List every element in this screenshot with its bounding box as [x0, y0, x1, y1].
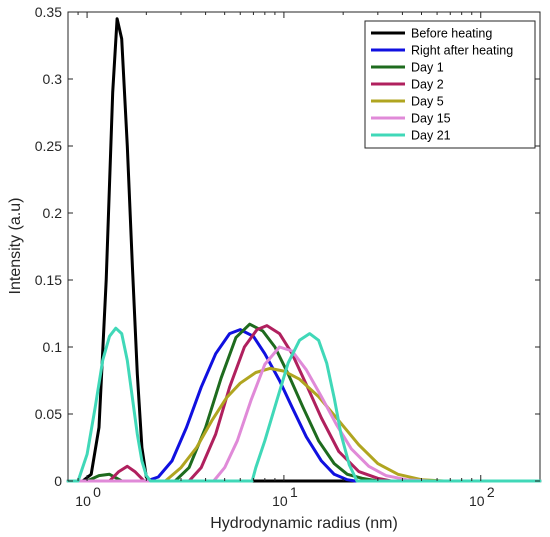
series-line-7	[66, 326, 542, 483]
y-tick-label: 0.05	[35, 406, 62, 422]
x-tick-label: 10	[75, 493, 91, 509]
y-tick-label: 0.15	[35, 272, 62, 288]
y-tick-label: 0.2	[43, 205, 63, 221]
legend-label-5: Day 5	[411, 95, 444, 109]
legend-label-7: Day 21	[411, 129, 451, 143]
legend-label-3: Day 1	[411, 61, 444, 75]
y-tick-label: 0	[54, 473, 62, 489]
x-tick-label: 10	[272, 493, 288, 509]
y-tick-label: 0.25	[35, 138, 62, 154]
series-layer	[66, 17, 542, 483]
legend: Before heating Right after heating Day 1 Da…	[364, 20, 536, 149]
series-line-6	[66, 345, 542, 483]
legend-label-6: Day 15	[411, 112, 451, 126]
y-axis-title: Intensity (a.u)	[7, 198, 24, 295]
x-axis-title: Hydrodynamic radius (nm)	[210, 515, 398, 532]
y-tick-label: 0.1	[43, 339, 63, 355]
y-tick-label: 0.35	[35, 4, 62, 20]
legend-label-4: Day 2	[411, 78, 444, 92]
x-tick-exponent: 2	[487, 484, 495, 500]
legend-label-2: Right after heating	[411, 44, 513, 58]
x-tick-label: 10	[469, 493, 485, 509]
legend-label-1: Before heating	[411, 27, 492, 41]
y-tick-label: 0.3	[43, 71, 63, 87]
series-line-5	[66, 366, 542, 483]
x-tick-exponent: 1	[290, 484, 298, 500]
x-tick-exponent: 0	[93, 484, 101, 500]
